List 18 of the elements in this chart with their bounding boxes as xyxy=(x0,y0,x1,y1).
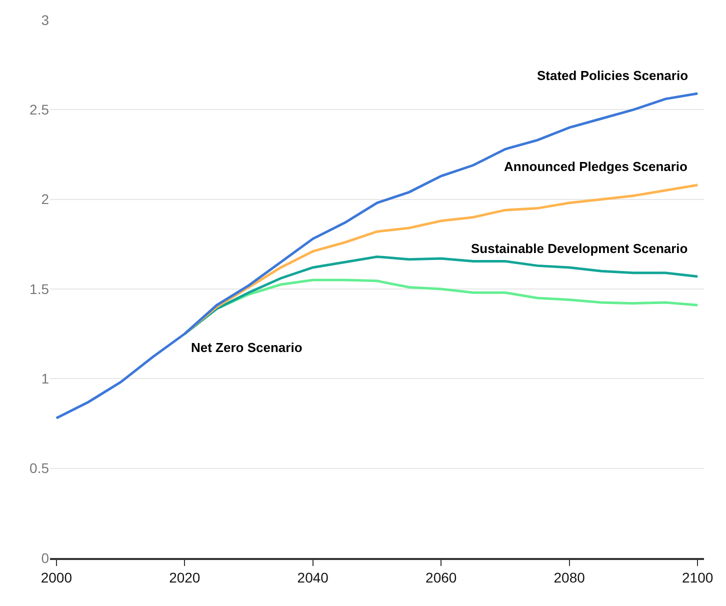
y-tick-label: 2 xyxy=(41,191,50,208)
series-label: Announced Pledges Scenario xyxy=(504,159,688,174)
x-tick-label: 2040 xyxy=(297,570,329,586)
x-tick-label: 2060 xyxy=(426,570,457,586)
series-label: Sustainable Development Scenario xyxy=(471,241,688,256)
x-tick-label: 2080 xyxy=(554,570,586,586)
y-tick-label: 0 xyxy=(41,550,50,566)
line-series xyxy=(55,92,699,420)
y-tick-label: 0.5 xyxy=(30,460,50,476)
x-tick-label: 2100 xyxy=(682,570,714,586)
y-tick-label: 1.5 xyxy=(30,280,50,297)
series-label: Net Zero Scenario xyxy=(191,340,302,355)
y-tick-label: 3 xyxy=(41,12,50,28)
series-label: Stated Policies Scenario xyxy=(537,68,688,83)
x-tick-label: 2000 xyxy=(40,570,72,586)
y-tick-label: 1 xyxy=(41,370,50,387)
x-tick-label: 2020 xyxy=(169,570,200,586)
y-tick-label: 2.5 xyxy=(30,102,50,118)
